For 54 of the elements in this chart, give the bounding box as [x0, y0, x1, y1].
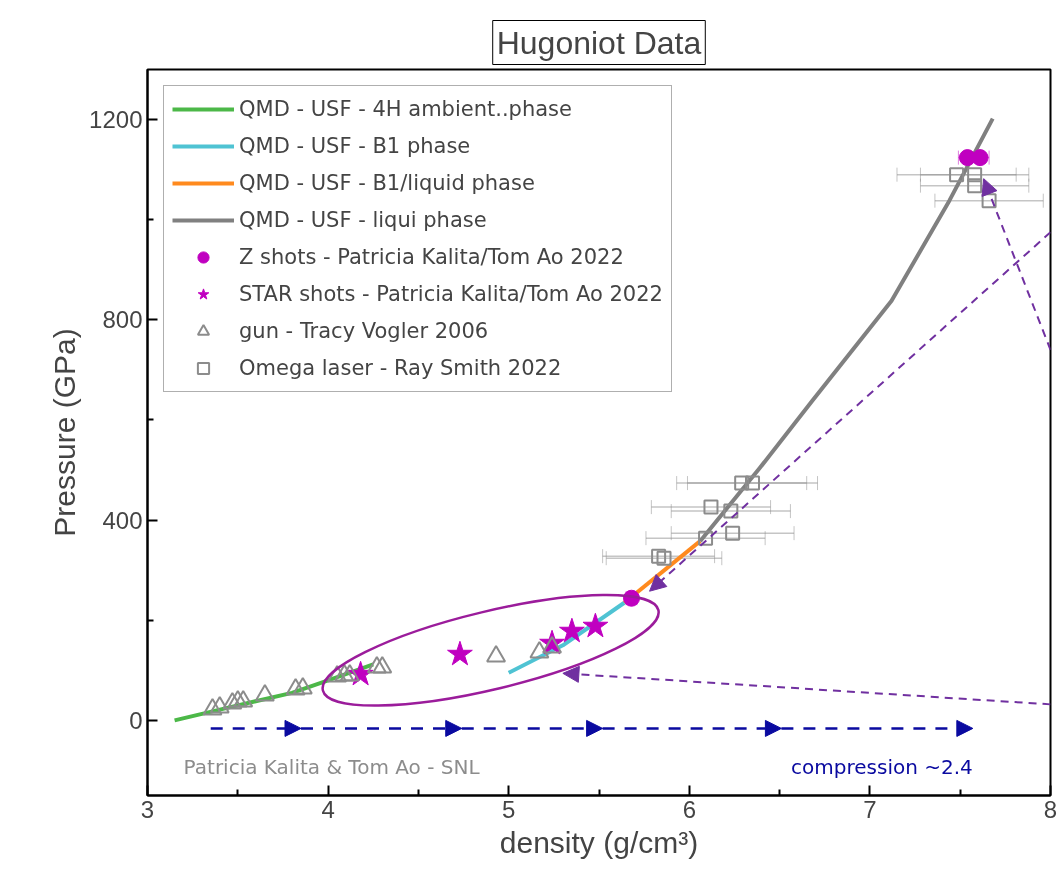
point: [559, 617, 585, 643]
point: [366, 655, 387, 674]
legend-label: Z shots - Patricia Kalita/Tom Ao 2022: [239, 244, 624, 271]
point: [703, 499, 719, 515]
legend-label: QMD - USF - B1/liquid phase: [239, 170, 535, 197]
x-tick-label: 5: [502, 795, 516, 823]
legend-label: QMD - USF - liqui phase: [239, 207, 487, 234]
x-tick-label: 4: [321, 795, 335, 823]
x-tick-label: 8: [1043, 795, 1058, 823]
point: [698, 530, 714, 546]
legend-label: QMD - USF - 4H ambient..phase: [239, 96, 572, 123]
annotation: Patricia Kalita & Tom Ao - SNL: [183, 755, 481, 780]
x-tick-label: 7: [863, 795, 877, 823]
point: [254, 683, 275, 702]
point: [723, 503, 739, 519]
point: [334, 663, 355, 682]
point: [651, 548, 667, 564]
legend-label: gun - Tracy Vogler 2006: [239, 318, 489, 345]
point: [447, 640, 473, 666]
point: [285, 677, 306, 696]
point: [734, 475, 750, 491]
y-axis-title: Pressure (GPa): [48, 328, 82, 537]
chart-title: Hugoniot Data: [496, 24, 702, 61]
legend-label: Omega laser - Ray Smith 2022: [239, 355, 562, 382]
point: [725, 525, 741, 541]
point: [529, 640, 550, 659]
point: [486, 644, 507, 663]
x-tick-label: 3: [140, 795, 155, 823]
x-axis-title: density (g/cm³): [499, 825, 699, 859]
legend-label: QMD - USF - B1 phase: [239, 133, 471, 160]
y-tick-label: 400: [102, 506, 143, 534]
point: [292, 676, 313, 695]
point: [227, 689, 248, 708]
point: [967, 167, 983, 183]
line-series: [698, 116, 995, 544]
legend-label: STAR shots - Patricia Kalita/Tom Ao 2022: [239, 281, 663, 308]
point: [339, 663, 360, 682]
point: [233, 689, 254, 708]
point: [949, 167, 965, 183]
point: [981, 193, 997, 209]
point: [967, 178, 983, 194]
point: [222, 691, 243, 710]
point: [209, 695, 230, 714]
y-tick-label: 1200: [89, 106, 143, 134]
annotation: compression ~2.4: [791, 755, 973, 780]
point: [656, 550, 672, 566]
point: [327, 664, 348, 683]
y-tick-label: 800: [102, 306, 143, 334]
point: [202, 697, 223, 716]
y-tick-label: 0: [129, 706, 143, 734]
point: [582, 612, 609, 638]
point: [372, 655, 393, 674]
x-tick-label: 6: [682, 795, 696, 823]
point: [745, 475, 761, 491]
